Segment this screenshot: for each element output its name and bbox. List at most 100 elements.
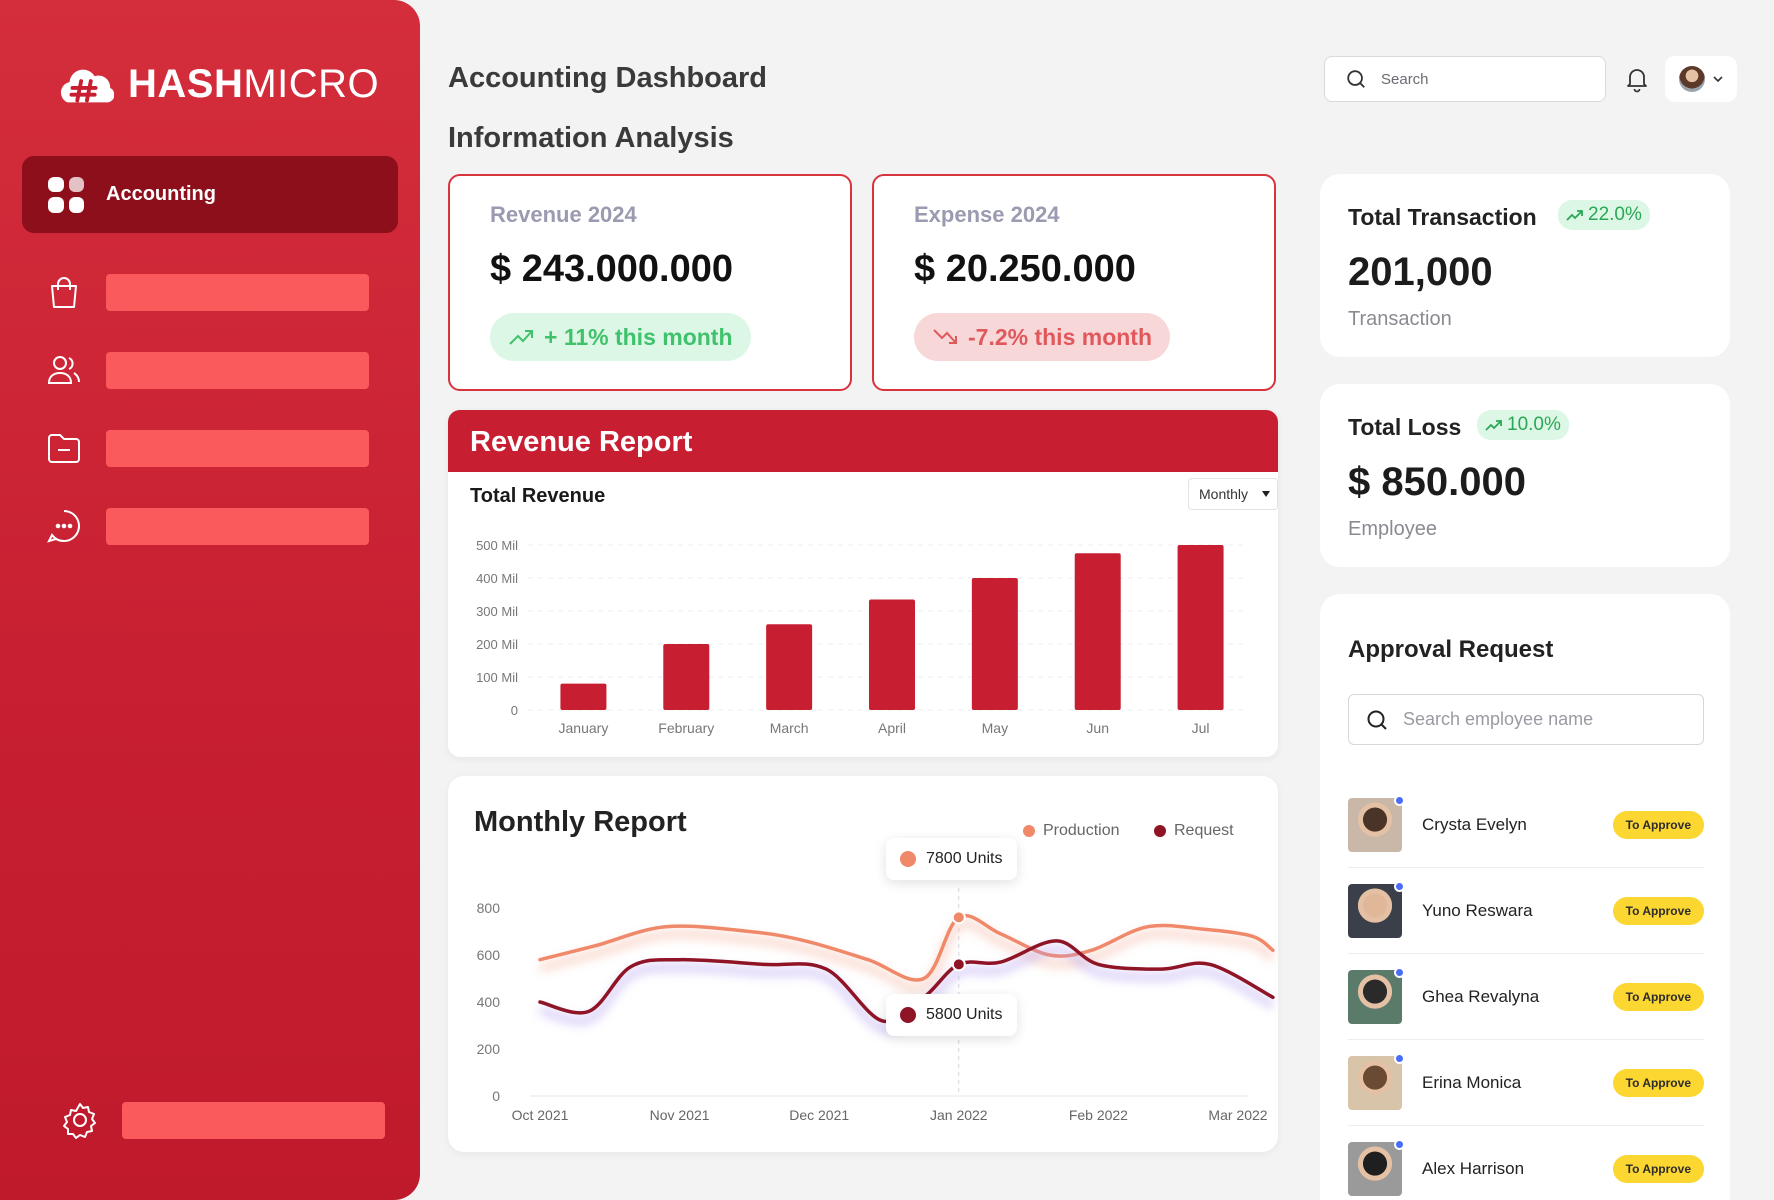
tooltip-value: 5800 Units [926, 1006, 1003, 1023]
brand-name: HASHMICRO [128, 62, 380, 106]
sidebar-item-settings[interactable] [60, 1100, 385, 1140]
expense-change-chip: -7.2% this month [914, 313, 1171, 361]
revenue-change-text: + 11% this month [544, 323, 733, 350]
x-tick-label: January [559, 720, 609, 736]
to-approve-button[interactable]: To Approve [1612, 896, 1704, 925]
search-icon [1367, 710, 1387, 730]
y-tick-label: 200 Mil [476, 637, 518, 652]
tooltip-value: 7800 Units [926, 850, 1003, 867]
avatar [1348, 1138, 1405, 1196]
employee-search-input[interactable] [1403, 709, 1693, 730]
sidebar-placeholder-bar [106, 507, 369, 545]
online-indicator [1394, 1052, 1405, 1064]
chat-icon [47, 510, 80, 543]
x-tick-label: Nov 2021 [650, 1107, 710, 1123]
expense-card: Expense 2024 $ 20.250.000 -7.2% this mon… [872, 174, 1276, 391]
employee-name: Ghea Revalyna [1422, 986, 1540, 1006]
legend-label: Production [1043, 822, 1120, 839]
caret-down-icon [1262, 491, 1271, 497]
expense-label: Expense 2024 [914, 202, 1060, 227]
y-tick-label: 0 [492, 1088, 500, 1104]
cloud-hash-icon [60, 69, 114, 102]
series-shadow [539, 919, 1276, 992]
trend-up-icon [1485, 420, 1502, 431]
sidebar-item-folder[interactable] [44, 428, 374, 468]
employee-name: Yuno Reswara [1422, 900, 1533, 920]
production-point[interactable] [951, 910, 966, 925]
y-tick-label: 600 [477, 947, 501, 963]
series-line-production[interactable] [538, 913, 1275, 982]
trend-up-icon [1566, 210, 1583, 221]
sidebar-item-chat[interactable] [44, 506, 374, 546]
brand-logo[interactable]: HASHMICRO [56, 62, 379, 107]
x-tick-label: March [770, 720, 809, 736]
monthly-report-title: Monthly Report [474, 806, 687, 838]
x-tick-label: Jan 2022 [930, 1107, 988, 1123]
revenue-report-card: Revenue Report Total Revenue Monthly 0 10… [448, 410, 1278, 757]
online-indicator [1394, 1138, 1405, 1150]
total-loss-caption: Employee [1348, 518, 1437, 540]
search-box[interactable] [1324, 56, 1606, 102]
legend-production: Production [1023, 822, 1120, 840]
x-tick-label: May [982, 720, 1008, 736]
avatar [1348, 1052, 1405, 1110]
total-loss-value: $ 850.000 [1348, 460, 1526, 504]
total-loss-card: Total Loss 10.0% $ 850.000 Employee [1320, 384, 1730, 567]
production-tooltip: 7800 Units [886, 838, 1017, 880]
revenue-value: $ 243.000.000 [490, 248, 734, 290]
bar-may[interactable] [971, 578, 1018, 710]
total-revenue-label: Total Revenue [470, 485, 606, 507]
bar-february[interactable] [663, 644, 710, 710]
y-tick-label: 200 [477, 1041, 501, 1057]
x-tick-label: February [658, 720, 714, 736]
y-tick-label: 300 Mil [476, 604, 518, 619]
sidebar-item-shopping[interactable] [44, 272, 374, 312]
to-approve-button[interactable]: To Approve [1612, 1154, 1704, 1183]
approval-row: Erina Monica To Approve [1348, 1040, 1704, 1126]
y-tick-label: 500 Mil [476, 538, 518, 553]
chevron-down-icon [1713, 76, 1723, 83]
bar-jul[interactable] [1177, 545, 1224, 710]
bar-april[interactable] [869, 599, 915, 710]
approval-row: Crysta Evelyn To Approve [1348, 782, 1704, 868]
revenue-report-title: Revenue Report [448, 410, 1278, 472]
employee-name: Crysta Evelyn [1422, 814, 1527, 834]
to-approve-button[interactable]: To Approve [1612, 1068, 1704, 1097]
monthly-line-chart: 0 200 400 600 800 Oct 2021 Nov 2021 Dec 2021 Jan… [477, 888, 1276, 1123]
revenue-change-chip: + 11% this month [490, 313, 751, 361]
approval-row: Yuno Reswara To Approve [1348, 868, 1704, 954]
legend-label: Request [1174, 822, 1234, 839]
shopping-bag-icon [51, 277, 77, 308]
online-indicator [1394, 966, 1405, 978]
sidebar-item-accounting[interactable]: Accounting [22, 156, 398, 233]
to-approve-button[interactable]: To Approve [1612, 982, 1704, 1011]
avatar [1348, 966, 1405, 1024]
avatar [1679, 66, 1705, 92]
tooltip-dot [900, 851, 916, 867]
bar-january[interactable] [560, 683, 607, 710]
request-point[interactable] [951, 957, 966, 972]
sidebar-placeholder-bar [122, 1101, 385, 1139]
period-select-value: Monthly [1199, 486, 1249, 502]
page-title: Accounting Dashboard [448, 62, 768, 94]
transaction-badge: 22.0% [1558, 200, 1650, 230]
to-approve-button[interactable]: To Approve [1612, 810, 1704, 839]
sidebar-item-users[interactable] [44, 350, 374, 390]
period-select[interactable]: Monthly [1188, 478, 1278, 510]
revenue-bar-chart: 0 100 Mil 200 Mil 300 Mil 400 Mil 500 Mil Janu… [476, 538, 1248, 736]
bar-march[interactable] [766, 624, 813, 710]
loss-badge: 10.0% [1477, 410, 1569, 440]
trend-down-icon [933, 329, 957, 344]
x-tick-label: Mar 2022 [1208, 1107, 1267, 1123]
y-tick-label: 0 [511, 703, 518, 718]
search-input[interactable] [1381, 70, 1591, 88]
profile-menu[interactable] [1665, 56, 1737, 102]
employee-search-box[interactable] [1348, 694, 1704, 745]
employee-name: Erina Monica [1422, 1072, 1522, 1092]
request-tooltip: 5800 Units [886, 994, 1017, 1036]
legend-dot [1154, 825, 1166, 837]
bar-jun[interactable] [1074, 553, 1121, 710]
loss-badge-value: 10.0% [1507, 414, 1561, 435]
bell-icon[interactable] [1622, 64, 1652, 94]
search-icon [1347, 70, 1365, 88]
